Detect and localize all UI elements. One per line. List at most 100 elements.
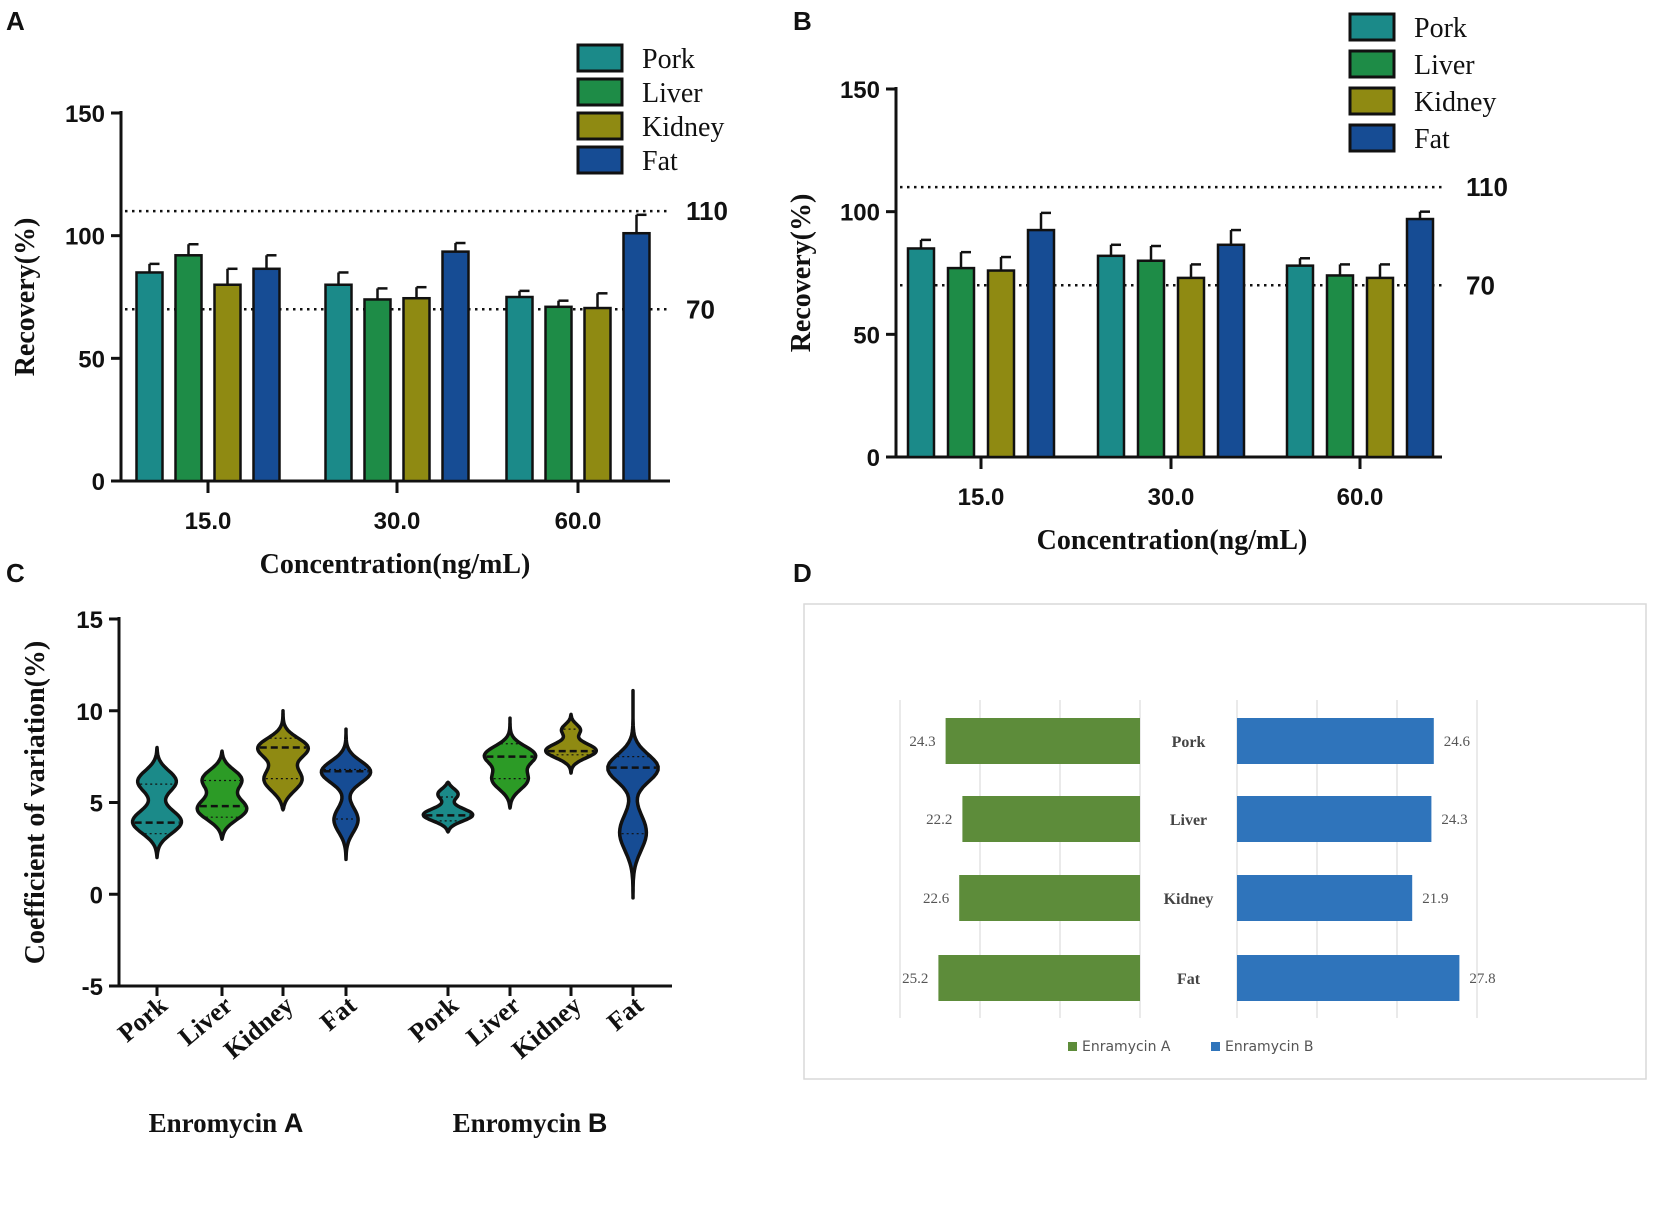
bar-liver-30-0 [363,298,392,483]
bar-liver-15-0 [946,266,976,459]
x-tick-label-30-0: 30.0 [374,508,421,535]
violin-fat-group-2 [606,688,660,900]
panel-d-butterfly-chart: 24.3 24.6 Pork 22.2 24.3 Liver 22.6 21.9 Kidney 2… [803,603,1647,1080]
group-label-letter: B [588,1108,608,1138]
x-tick-label-pork: Pork [403,990,464,1048]
legend-swatch-fat [1348,123,1396,153]
legend-label-liver: Liver [642,78,703,109]
bar-pork-15-0 [906,247,936,459]
bar-fat-60-0 [622,231,651,483]
legend-label-enramycin-a: Enramycin A [1082,1039,1171,1055]
y-tick-label: 100 [840,200,880,227]
reference-line-label: 110 [1466,172,1508,202]
x-axis-title: Concentration(ng/mL) [260,549,531,580]
bar-pork-30-0 [1096,254,1126,459]
data-label-enramycin-a-kidney: 22.6 [923,891,950,907]
x-tick-label-kidney: Kidney [218,990,299,1064]
data-label-enramycin-b-kidney: 21.9 [1422,891,1448,907]
data-label-enramycin-a-liver: 22.2 [926,812,952,828]
panel-letter-b: B [793,6,812,36]
bar-pork-15-0 [135,271,164,483]
legend-swatch-pork [1348,12,1396,42]
legend-swatch-liver [576,77,624,107]
violin-pork-group-2 [421,780,475,834]
group-label-name: Enromycin [453,1108,588,1138]
y-tick-label: 15 [76,607,103,634]
y-tick-label: 0 [90,882,103,909]
bar-fat-60-0 [1405,217,1435,459]
x-tick-label-fat: Fat [314,990,362,1037]
violin-fat-group-1 [319,727,373,862]
violin-liver-group-1 [195,749,249,841]
bar-pork-60-0 [1285,264,1315,459]
y-tick-label: 0 [867,445,880,472]
panel-letter-a: A [6,6,25,36]
panel-a-recovery-chart: 0 50 100 150 110 70 15.0 30.0 60.0 PorkLiverKidne… [10,43,728,580]
bar-enramycin-b-kidney [1237,875,1413,921]
violin-kidney-group-1 [255,709,311,812]
y-tick-label: 50 [853,322,880,349]
violin-pork-group-1 [130,745,184,860]
bar-liver-60-0 [544,305,573,483]
y-axis-title: Recovery(%) [786,194,817,353]
reference-line-label: 70 [1466,270,1495,300]
x-tick-label-30-0: 30.0 [1148,484,1195,511]
legend-label-fat: Fat [1414,124,1450,155]
y-tick-label: 0 [92,469,105,496]
group-label-letter: A [284,1108,304,1138]
y-tick-label: 150 [65,101,105,128]
y-tick-label: 50 [78,346,105,373]
category-label-pork: Pork [1172,734,1206,751]
data-label-enramycin-b-fat: 27.8 [1469,971,1495,987]
reference-line-label: 110 [686,196,728,226]
y-axis-title: Recovery(%) [10,218,41,377]
x-tick-label-15-0: 15.0 [958,484,1005,511]
violin-kidney-group-2 [543,712,599,775]
legend-swatch-enramycin-b [1211,1042,1220,1051]
legend-label-liver: Liver [1414,50,1475,81]
bar-enramycin-a-fat [938,955,1140,1001]
x-tick-label-60-0: 60.0 [555,508,602,535]
legend-swatch-kidney [1348,86,1396,116]
legend-swatch-enramycin-a [1068,1042,1077,1051]
legend-swatch-liver [1348,49,1396,79]
x-tick-label-60-0: 60.0 [1337,484,1384,511]
legend-swatch-pork [576,43,624,73]
group-label-2: Enromycin B [453,1108,608,1138]
y-tick-label: -5 [82,974,103,1001]
x-tick-label-kidney: Kidney [506,990,587,1064]
data-label-enramycin-a-fat: 25.2 [902,971,928,987]
x-tick-label-fat: Fat [601,990,649,1037]
legend-label-pork: Pork [1414,13,1467,44]
y-tick-label: 10 [76,699,103,726]
y-tick-label: 5 [90,791,103,818]
panel-letter-c: C [6,558,25,588]
group-label-1: Enromycin A [149,1108,304,1138]
legend-label-pork: Pork [642,44,695,75]
bar-fat-30-0 [1216,243,1246,459]
bar-liver-15-0 [174,254,203,483]
bar-enramycin-a-pork [945,718,1140,764]
legend-label-enramycin-b: Enramycin B [1225,1039,1314,1055]
bar-fat-15-0 [252,267,281,483]
violin-liver-group-2 [482,716,538,810]
x-tick-label-pork: Pork [112,990,173,1048]
bar-kidney-15-0 [213,283,242,483]
bar-enramycin-b-pork [1237,718,1434,764]
bar-kidney-15-0 [986,269,1016,459]
bar-kidney-60-0 [583,306,612,483]
bar-enramycin-b-fat [1237,955,1460,1001]
data-label-enramycin-a-pork: 24.3 [909,734,935,750]
legend-label-kidney: Kidney [642,112,724,143]
bar-kidney-30-0 [402,296,431,483]
bar-kidney-30-0 [1176,276,1206,459]
reference-line-label: 70 [686,294,715,324]
bar-enramycin-a-liver [962,796,1140,842]
bar-pork-30-0 [324,283,353,483]
legend-swatch-fat [576,145,624,175]
bar-fat-30-0 [441,250,470,483]
bar-fat-15-0 [1026,228,1056,459]
chart-frame [803,603,1647,1080]
